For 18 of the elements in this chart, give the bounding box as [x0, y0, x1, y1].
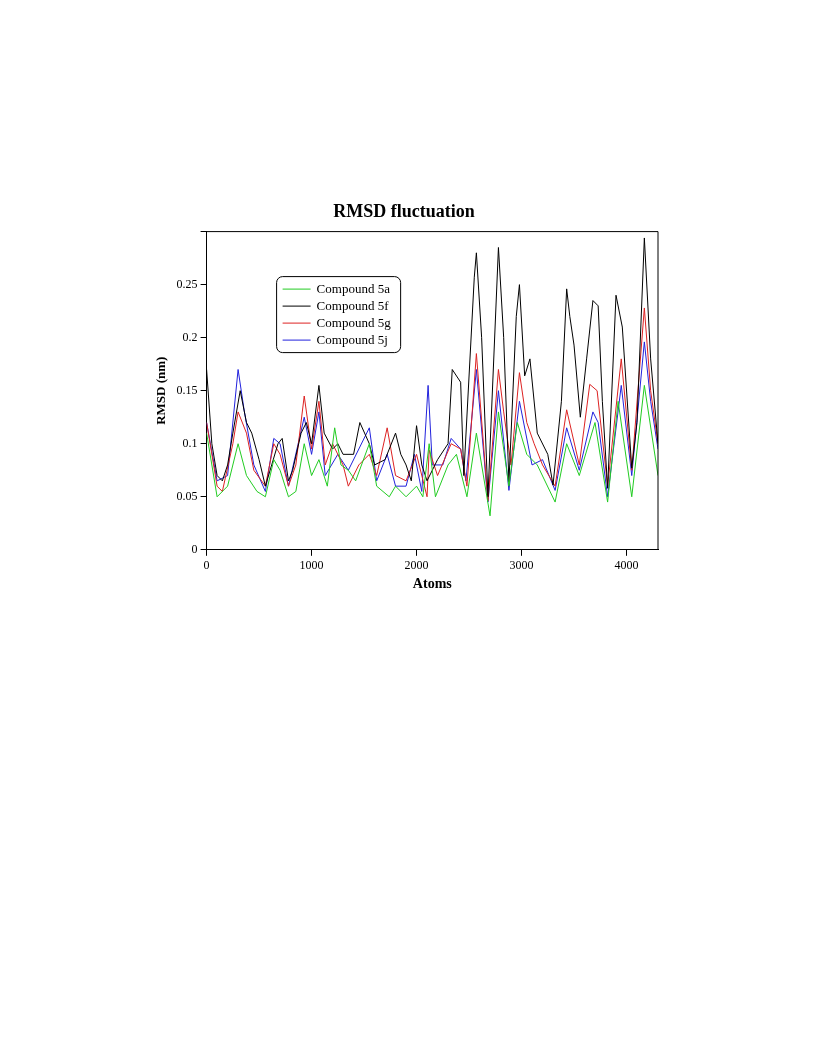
- x-tick-label: 0: [203, 558, 210, 573]
- x-tick-label: 4000: [614, 558, 639, 573]
- y-tick-label: 0.1: [182, 435, 198, 450]
- x-tick-label: 3000: [509, 558, 534, 573]
- x-tick-label: 1000: [299, 558, 324, 573]
- y-axis-title: RMSD (nm): [153, 356, 169, 425]
- legend-label: Compound 5j: [316, 331, 388, 347]
- y-tick-label: 0.05: [176, 488, 198, 503]
- legend-label: Compound 5f: [316, 297, 390, 313]
- legend-label: Compound 5g: [316, 314, 392, 330]
- legend-label: Compound 5a: [316, 280, 391, 296]
- x-tick-label: 2000: [404, 558, 429, 573]
- x-axis-title: Atoms: [412, 576, 453, 592]
- y-tick-label: 0.2: [182, 329, 198, 344]
- y-tick-label: 0.25: [176, 276, 198, 291]
- y-tick-label: 0: [191, 541, 198, 556]
- chart-title: RMSD fluctuation: [333, 201, 475, 222]
- y-tick-label: 0.15: [176, 382, 198, 397]
